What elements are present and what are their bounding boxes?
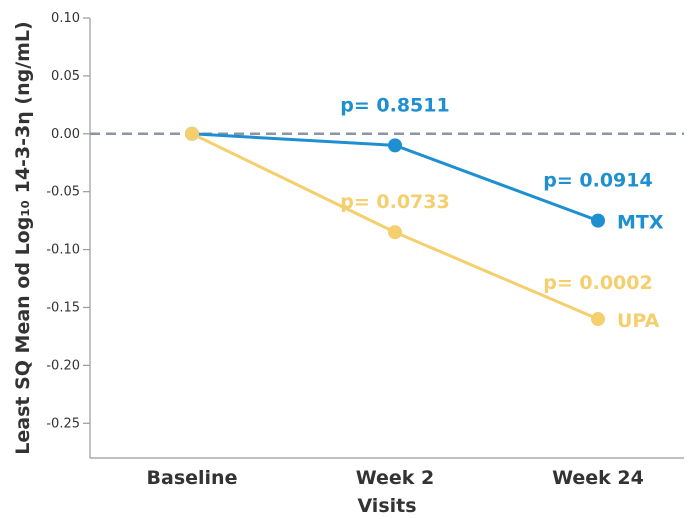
y-tick-label: -0.20 (46, 358, 80, 373)
x-axis-title: Visits (357, 495, 416, 517)
p-value-label: p= 0.8511 (340, 94, 449, 116)
x-tick-label: Baseline (147, 467, 238, 489)
p-value-label: p= 0.0914 (543, 170, 652, 192)
y-tick-label: 0.00 (51, 127, 80, 142)
p-value-label: p= 0.0733 (340, 191, 449, 213)
x-tick-label: Week 24 (552, 467, 644, 489)
x-tick-labels: Baseline Week 2 Week 24 (147, 467, 644, 489)
data-point (185, 126, 199, 141)
data-point (591, 213, 605, 228)
series-upa: p= 0.0733 p= 0.0002 UPA (185, 126, 660, 332)
y-tick-label: -0.15 (46, 300, 80, 315)
data-point (388, 225, 402, 240)
data-point (388, 138, 402, 153)
chart-axes (89, 18, 684, 459)
y-ticks: 0.10 0.05 0.00 -0.05 -0.10 -0.15 -0.20 -0.25 (46, 11, 90, 431)
data-point (591, 312, 605, 327)
y-tick-label: 0.10 (51, 11, 80, 26)
series-name-label: MTX (617, 212, 664, 234)
series-name-label: UPA (617, 310, 660, 332)
y-axis-title: Least SQ Mean od Log₁₀ 14-3-3η (ng/mL) (12, 21, 34, 454)
y-tick-label: -0.05 (46, 185, 80, 200)
y-tick-label: -0.10 (46, 243, 80, 258)
y-tick-label: 0.05 (51, 69, 80, 84)
x-tick-label: Week 2 (356, 467, 435, 489)
y-tick-label: -0.25 (46, 416, 80, 431)
p-value-label: p= 0.0002 (543, 272, 652, 294)
series-group: p= 0.8511 p= 0.0914 MTX p= 0.0733 p= 0.0002 U… (185, 94, 664, 332)
